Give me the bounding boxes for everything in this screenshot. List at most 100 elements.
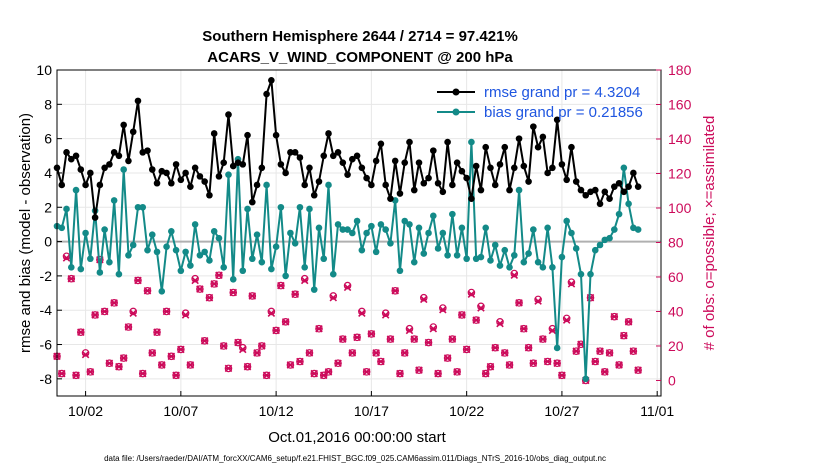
rmse-point <box>468 195 475 202</box>
obs-assimilated-point <box>367 330 376 338</box>
rmse-point <box>539 133 547 141</box>
bias-point <box>349 229 356 237</box>
rmse-point <box>439 188 447 196</box>
rmse-point <box>496 161 504 168</box>
rmse-point <box>220 159 228 166</box>
rmse-point <box>201 178 208 185</box>
rmse-point <box>525 178 532 185</box>
obs-assimilated-point <box>543 357 552 366</box>
obs-assimilated-point <box>253 349 261 357</box>
rmse-point <box>530 123 537 130</box>
y-right-tick-label: 80 <box>668 234 684 250</box>
bias-point <box>515 186 523 194</box>
rmse-point <box>410 186 418 194</box>
bias-point <box>353 217 361 225</box>
bias-point <box>634 226 642 233</box>
rmse-point <box>115 152 123 160</box>
bias-point <box>172 246 180 254</box>
obs-assimilated-point <box>177 345 185 354</box>
obs-assimilated-point <box>224 364 233 373</box>
rmse-point <box>425 174 432 182</box>
bias-point <box>415 224 423 232</box>
bias-point <box>182 248 189 256</box>
legend-bias-label: bias grand pr = 0.21856 <box>484 104 643 121</box>
rmse-point <box>291 149 299 156</box>
obs-possible-point <box>191 274 199 283</box>
obs-assimilated-point <box>420 295 428 304</box>
rmse-point <box>601 188 609 196</box>
bias-point <box>67 264 75 271</box>
obs-assimilated-point <box>110 299 118 307</box>
rmse-point <box>120 121 127 129</box>
rmse-point <box>477 186 485 194</box>
bias-point <box>387 239 394 247</box>
obs-possible-point <box>129 307 138 316</box>
rmse-point <box>577 186 585 194</box>
obs-assimilated-point <box>467 290 476 298</box>
y-right-tick-label: 20 <box>668 338 684 354</box>
bias-point <box>325 181 332 189</box>
bias-point <box>301 264 308 271</box>
bias-point <box>591 246 599 254</box>
bias-point <box>463 255 470 263</box>
rmse-point <box>353 152 361 160</box>
bias-point <box>196 252 204 259</box>
bias-point <box>444 252 451 259</box>
bias-point <box>258 258 266 266</box>
y-tick-label: 10 <box>36 62 52 78</box>
obs-assimilated-point <box>77 328 85 336</box>
bias-point <box>72 186 80 194</box>
bias-point <box>563 217 570 225</box>
obs-assimilated-point <box>57 369 66 378</box>
obs-assimilated-point <box>134 276 142 285</box>
rmse-point <box>549 164 556 172</box>
obs-assimilated-point <box>258 342 266 350</box>
bias-point <box>206 257 213 264</box>
rmse-point <box>106 161 113 168</box>
obs-assimilated-point <box>448 335 457 343</box>
rmse-point <box>168 179 175 187</box>
obs-assimilated-point <box>181 311 190 319</box>
bias-point <box>434 245 442 252</box>
bias-point <box>358 246 366 254</box>
bias-point <box>468 138 475 146</box>
rmse-point <box>320 152 328 160</box>
bias-point <box>225 171 232 178</box>
bias-point <box>430 212 437 220</box>
bias-point <box>215 234 223 242</box>
rmse-point <box>301 181 308 189</box>
obs-assimilated-point <box>324 368 333 376</box>
bias-point <box>453 252 461 259</box>
obs-assimilated-point <box>186 361 195 369</box>
x-tick-label: 10/02 <box>68 403 103 419</box>
bias-point <box>339 226 347 233</box>
obs-assimilated-point <box>362 368 371 376</box>
obs-assimilated-point <box>348 349 357 357</box>
obs-assimilated-point <box>115 362 123 371</box>
y-axis-label: rmse and bias (model - observation) <box>17 113 34 353</box>
obs-assimilated-point <box>429 324 438 333</box>
y-axis-label-right: # of obs: o=possible; ×=assimilated <box>701 116 718 351</box>
obs-assimilated-point <box>100 307 109 316</box>
obs-assimilated-point <box>486 362 495 371</box>
obs-assimilated-point <box>72 371 80 380</box>
obs-assimilated-point <box>505 361 514 369</box>
obs-assimilated-point <box>377 357 385 366</box>
bias-point <box>153 248 161 256</box>
rmse-point <box>253 181 261 189</box>
rmse-point <box>491 181 499 189</box>
obs-assimilated-point <box>243 362 252 371</box>
rmse-point <box>463 174 470 182</box>
bias-point <box>491 241 499 249</box>
rmse-point <box>196 173 204 180</box>
rmse-point <box>72 152 80 160</box>
legend: rmse grand pr = 4.3204 bias grand pr = 0… <box>437 84 643 121</box>
rmse-point <box>263 90 270 98</box>
obs-assimilated-point <box>591 357 600 366</box>
bias-point <box>120 166 127 173</box>
rmse-point <box>620 188 628 196</box>
rmse-point <box>282 169 289 177</box>
bias-point <box>587 270 594 278</box>
rmse-point <box>568 143 575 151</box>
obs-assimilated-point <box>634 366 642 374</box>
